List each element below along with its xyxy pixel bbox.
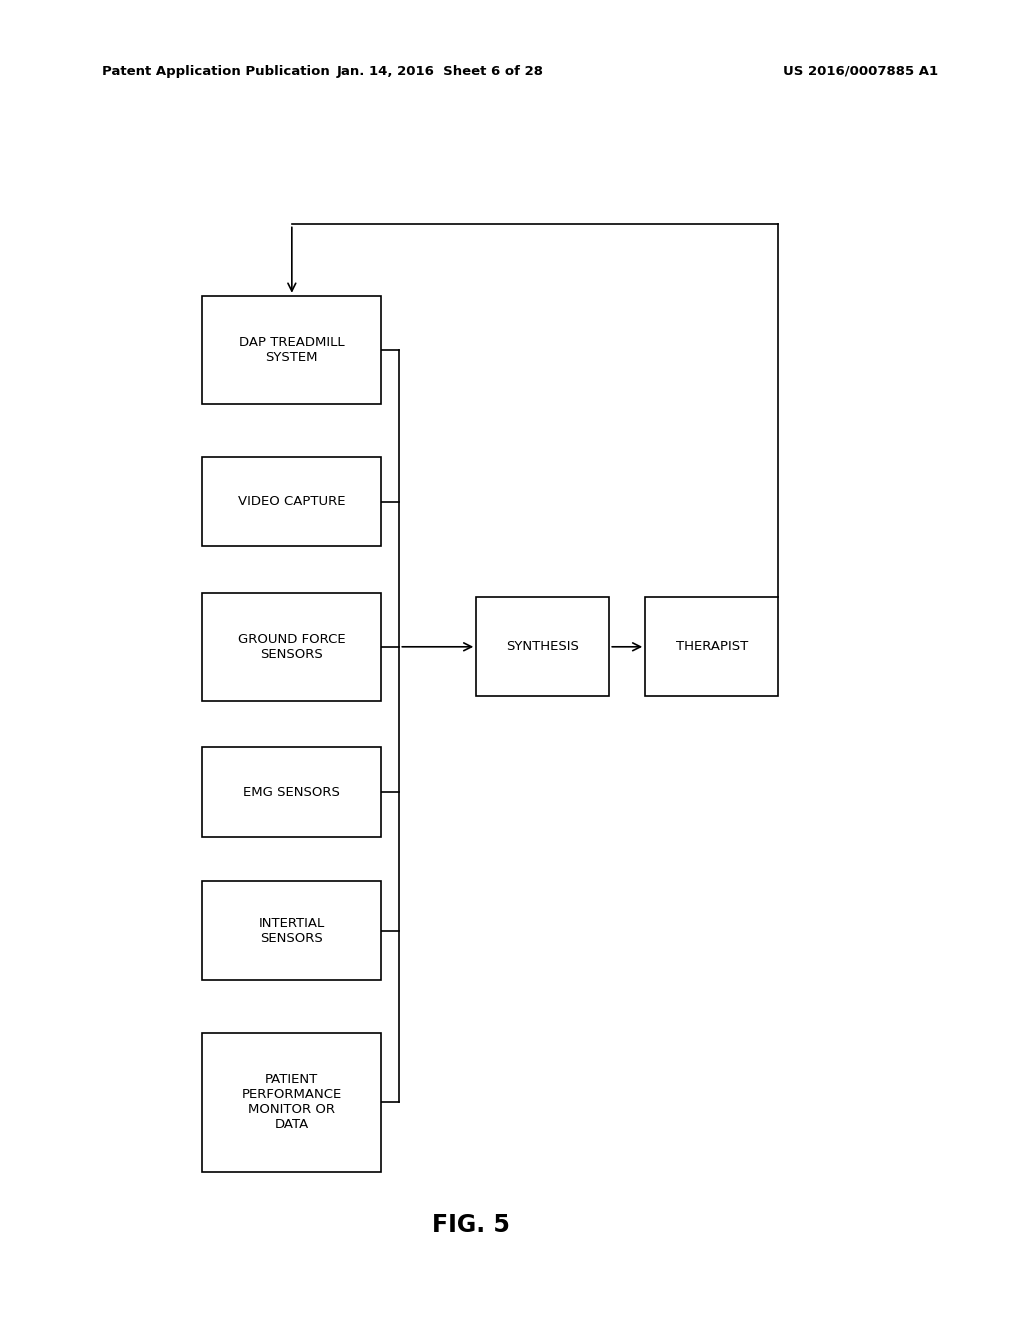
Text: US 2016/0007885 A1: US 2016/0007885 A1 (782, 65, 938, 78)
Text: INTERTIAL
SENSORS: INTERTIAL SENSORS (259, 916, 325, 945)
Text: PATIENT
PERFORMANCE
MONITOR OR
DATA: PATIENT PERFORMANCE MONITOR OR DATA (242, 1073, 342, 1131)
Bar (645, 597, 778, 697)
Text: DAP TREADMILL
SYSTEM: DAP TREADMILL SYSTEM (239, 335, 345, 364)
Bar (202, 457, 381, 546)
Bar (202, 1032, 381, 1172)
Bar (202, 747, 381, 837)
Text: EMG SENSORS: EMG SENSORS (244, 785, 340, 799)
Bar (202, 593, 381, 701)
Bar (202, 882, 381, 979)
Bar (476, 597, 609, 697)
Text: SYNTHESIS: SYNTHESIS (506, 640, 580, 653)
Text: Patent Application Publication: Patent Application Publication (102, 65, 330, 78)
Text: THERAPIST: THERAPIST (676, 640, 748, 653)
Text: Jan. 14, 2016  Sheet 6 of 28: Jan. 14, 2016 Sheet 6 of 28 (337, 65, 544, 78)
Text: GROUND FORCE
SENSORS: GROUND FORCE SENSORS (238, 632, 346, 661)
Text: FIG. 5: FIG. 5 (432, 1213, 510, 1237)
Bar (202, 296, 381, 404)
Text: VIDEO CAPTURE: VIDEO CAPTURE (239, 495, 345, 508)
